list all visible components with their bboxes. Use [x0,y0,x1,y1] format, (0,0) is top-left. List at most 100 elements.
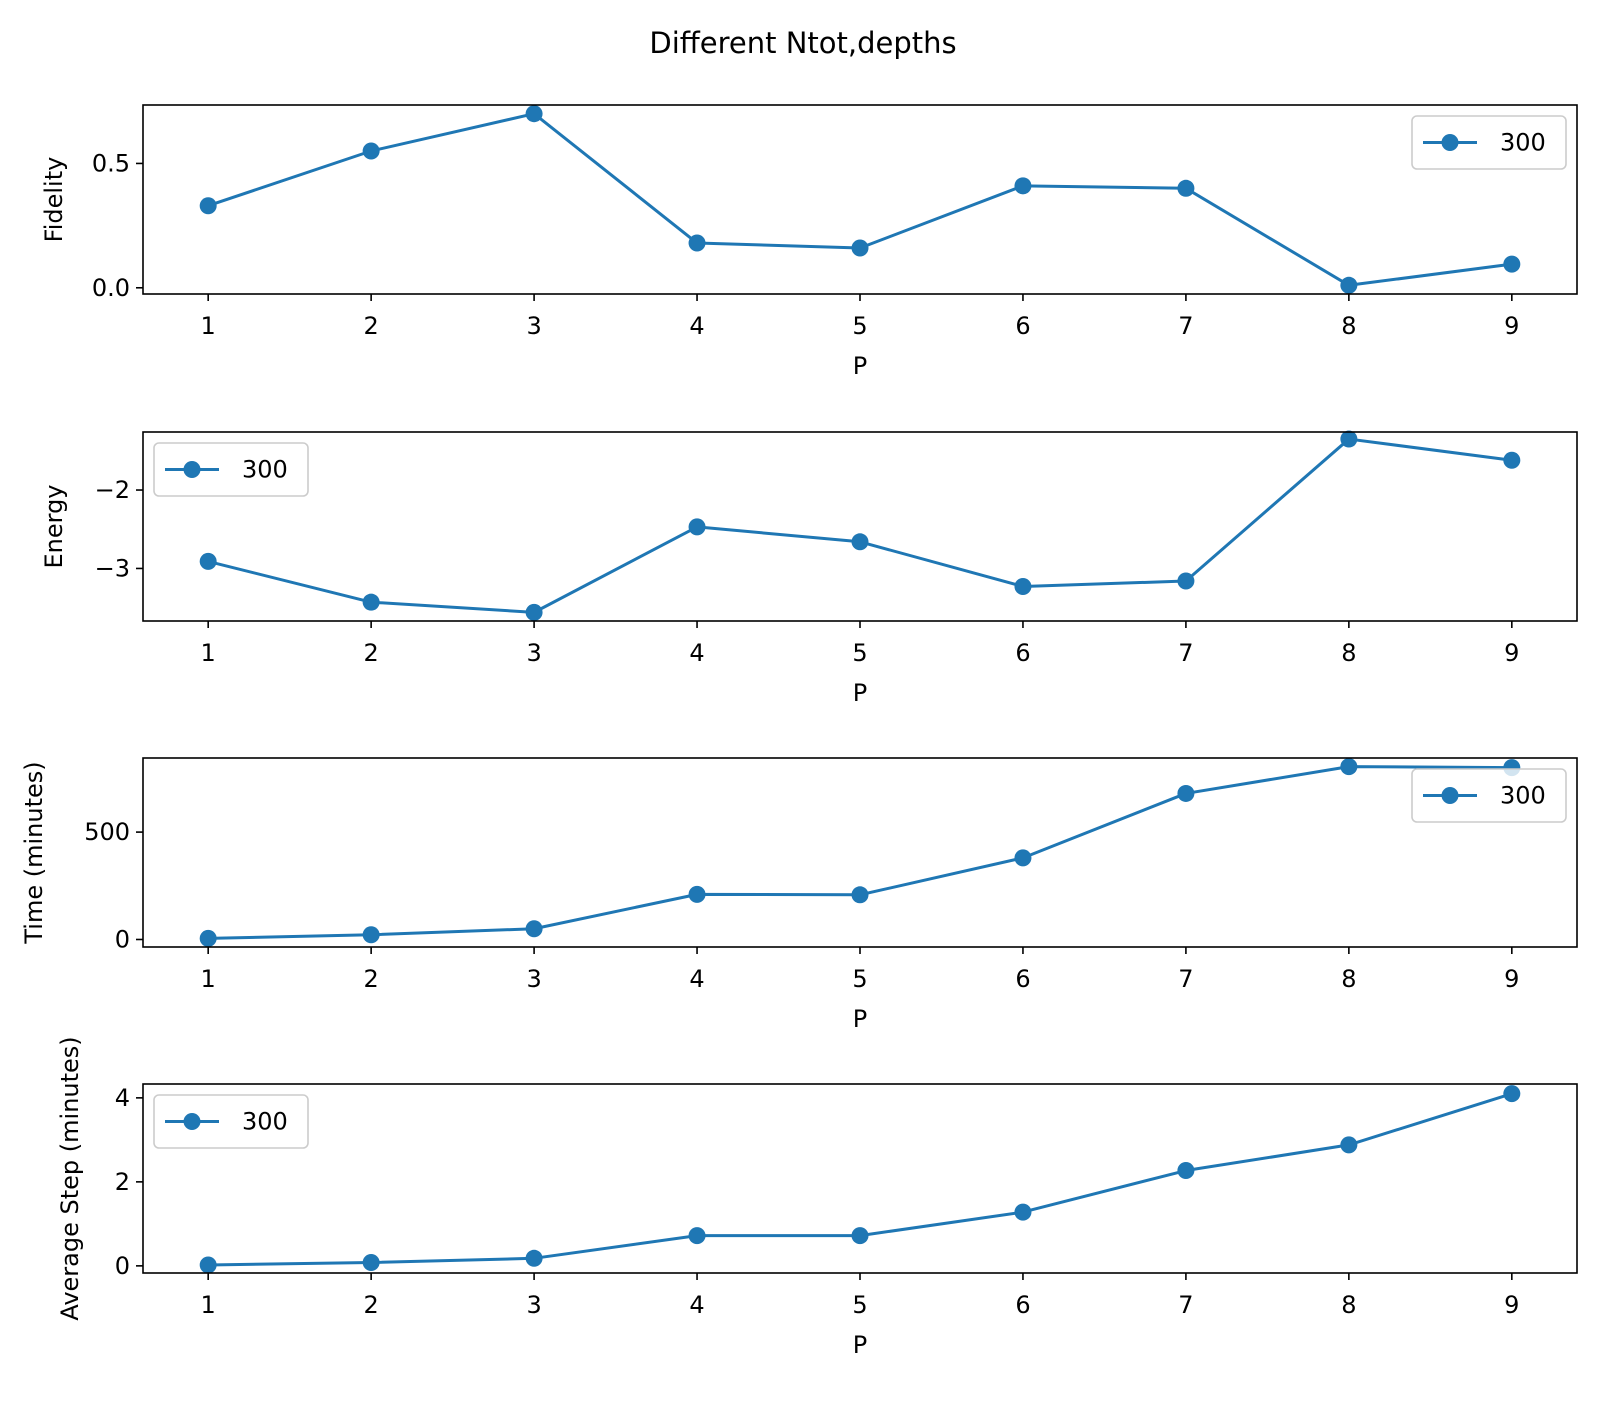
x-tick-label: 6 [1015,639,1030,667]
subplot-energy: 1 2 3 4 5 6 7 8 9 −3 −2 P Energy 300 [40,430,1578,707]
legend: 300 [1411,768,1567,823]
data-point [1014,177,1032,195]
x-tick-label: 7 [1178,312,1193,340]
x-tick-label: 1 [201,1291,216,1319]
x-tick-label: 9 [1504,965,1519,993]
legend: 300 [153,442,309,497]
data-point [1177,572,1195,590]
x-tick-label: 5 [852,1291,867,1319]
legend-label: 300 [242,456,288,484]
data-point [688,885,706,903]
x-tick-label: 6 [1015,312,1030,340]
series-line [207,112,1513,287]
legend-marker [183,461,201,478]
data-point [362,1254,380,1271]
x-tick-label: 2 [363,965,378,993]
y-tick-label: 0.0 [92,274,130,302]
data-point [1340,430,1358,448]
x-tick-label: 5 [852,639,867,667]
y-tick-label: −3 [95,554,130,582]
y-axis-label: Time (minutes) [20,761,48,944]
x-tick-label: 4 [689,639,704,667]
data-point [851,886,869,904]
legend-label: 300 [1500,129,1546,157]
x-tick-label: 1 [201,965,216,993]
x-tick-label: 3 [526,1291,541,1319]
x-tick-label: 3 [526,639,541,667]
y-tick-label: 0 [115,925,130,953]
data-point [1177,1162,1195,1180]
subplot-time-minutes: 1 2 3 4 5 6 7 8 9 0 500 P Time (minutes) 300 [20,757,1578,1033]
data-point [851,1227,869,1245]
data-point [1503,1085,1521,1103]
x-tick-label: 8 [1341,312,1356,340]
y-axis-label: Energy [40,484,68,568]
legend-label: 300 [1500,782,1546,810]
data-point [525,105,543,123]
x-tick-label: 1 [201,312,216,340]
legend: 300 [153,1094,309,1149]
x-tick-label: 7 [1178,639,1193,667]
x-tick-label: 4 [689,965,704,993]
data-point [362,926,380,944]
y-tick-label: 4 [115,1084,130,1112]
data-point [525,920,543,938]
data-point [1340,1136,1358,1154]
data-point [525,603,543,621]
data-point [688,1227,706,1245]
x-axis-label: P [853,352,867,380]
x-tick-label: 5 [852,965,867,993]
x-tick-label: 1 [201,639,216,667]
x-tick-label: 3 [526,965,541,993]
y-tick-label: 0.5 [92,149,130,177]
x-tick-label: 3 [526,312,541,340]
x-tick-label: 5 [852,312,867,340]
data-point [525,1249,543,1267]
x-tick-label: 9 [1504,1291,1519,1319]
data-point [362,593,380,611]
y-tick-label: 500 [84,818,130,846]
legend-label: 300 [242,1108,288,1136]
x-tick-label: 8 [1341,1291,1356,1319]
x-tick-label: 8 [1341,639,1356,667]
data-point [199,1256,217,1274]
x-tick-label: 6 [1015,1291,1030,1319]
axes-frame [142,104,1578,295]
data-point [1503,255,1521,273]
data-point [851,239,869,257]
y-tick-label: 2 [115,1168,130,1196]
axes-frame [142,757,1578,948]
axes-frame [142,1083,1578,1274]
data-point [1177,784,1195,802]
data-point [1014,577,1032,595]
subplot-average-step-minutes: 1 2 3 4 5 6 7 8 9 0 2 4 P Average Step (minutes) 300 [56,1036,1578,1359]
y-axis-label: Average Step (minutes) [56,1036,84,1320]
data-point [1340,758,1358,776]
figure-title: Different Ntot,depths [649,26,956,60]
legend-marker [1441,134,1459,151]
x-tick-label: 2 [363,1291,378,1319]
data-point [199,552,217,570]
x-tick-label: 6 [1015,965,1030,993]
x-tick-label: 8 [1341,965,1356,993]
y-axis-label: Fidelity [40,157,68,243]
x-tick-label: 7 [1178,965,1193,993]
data-point [1014,849,1032,867]
y-tick-label: −2 [95,476,130,504]
data-point [688,518,706,536]
series-line [208,765,1512,940]
data-point [851,533,869,551]
legend-marker [1441,787,1459,804]
data-point [199,929,217,947]
axes-frame [142,431,1578,622]
data-point [1177,179,1195,197]
x-tick-label: 9 [1504,639,1519,667]
x-tick-label: 2 [363,639,378,667]
data-point [688,234,706,252]
legend: 300 [1411,115,1567,170]
x-tick-label: 4 [689,1291,704,1319]
y-tick-label: 0 [115,1252,130,1280]
legend-marker [183,1113,201,1130]
series-line [207,437,1513,614]
